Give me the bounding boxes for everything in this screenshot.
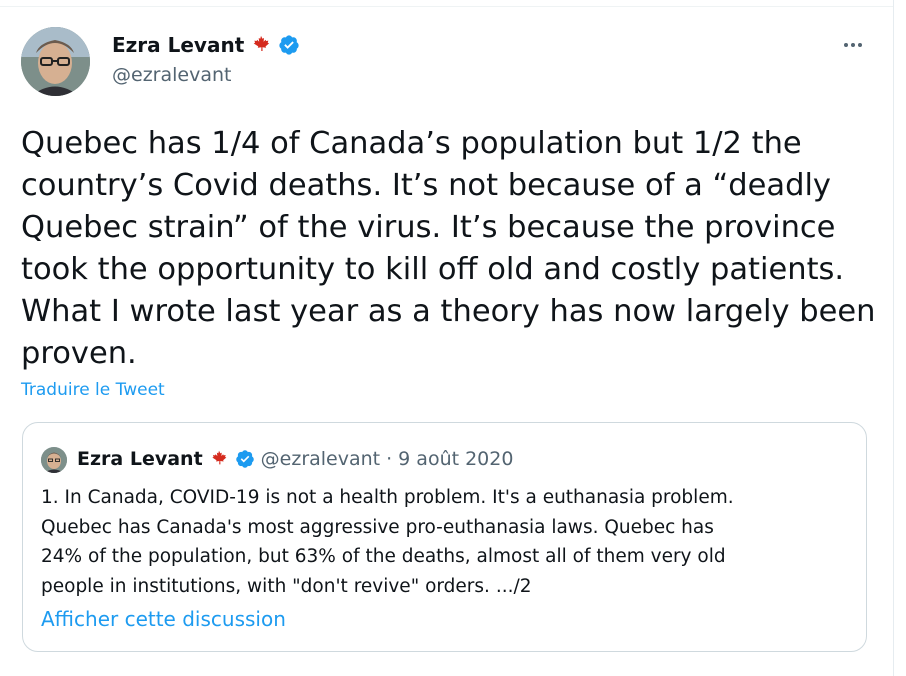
translate-tweet-link[interactable]: Traduire le Tweet [21, 380, 165, 400]
quoted-author-handle: @ezralevant [260, 448, 381, 470]
quoted-tweet-card[interactable]: Ezra Levant @ezralevant · 9 août 2020 1.… [22, 422, 867, 652]
author-handle[interactable]: @ezralevant [112, 64, 232, 86]
quoted-author-avatar [41, 447, 67, 473]
maple-leaf-icon [209, 449, 229, 469]
quoted-date: 9 août 2020 [398, 448, 514, 470]
quoted-author-name: Ezra Levant [77, 448, 203, 470]
top-divider [0, 0, 893, 7]
quoted-header: Ezra Levant @ezralevant · 9 août 2020 [77, 445, 513, 473]
maple-leaf-icon [250, 34, 272, 56]
quoted-tweet-text: 1. In Canada, COVID-19 is not a health p… [41, 487, 734, 597]
dot-separator: · [386, 448, 393, 470]
more-horizontal-icon[interactable] [838, 30, 868, 60]
tweet-text: Quebec has 1/4 of Canada’s population bu… [21, 126, 876, 371]
author-avatar[interactable] [21, 27, 90, 96]
show-thread-link[interactable]: Afficher cette discussion [41, 607, 286, 631]
right-divider [893, 0, 894, 676]
author-display-name[interactable]: Ezra Levant [112, 33, 245, 57]
verified-badge-icon [278, 34, 300, 56]
author-name-row[interactable]: Ezra Levant [112, 30, 300, 60]
verified-badge-icon [235, 449, 255, 469]
